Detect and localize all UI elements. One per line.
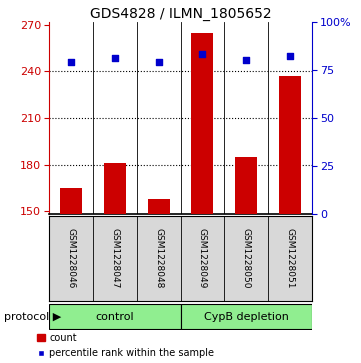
Bar — [191, 33, 213, 214]
Text: GSM1228047: GSM1228047 — [110, 228, 119, 289]
Point — [156, 59, 161, 65]
Text: GSM1228046: GSM1228046 — [66, 228, 75, 289]
Bar — [60, 188, 82, 214]
Point — [200, 52, 205, 57]
Text: protocol ▶: protocol ▶ — [4, 312, 61, 322]
Bar — [49, 305, 180, 329]
Title: GDS4828 / ILMN_1805652: GDS4828 / ILMN_1805652 — [90, 7, 271, 21]
Bar — [235, 157, 257, 214]
Text: GSM1228049: GSM1228049 — [198, 228, 207, 289]
Legend: count, percentile rank within the sample: count, percentile rank within the sample — [37, 333, 214, 358]
Text: CypB depletion: CypB depletion — [204, 312, 289, 322]
Text: control: control — [95, 312, 134, 322]
Point — [112, 56, 117, 61]
Text: GSM1228050: GSM1228050 — [242, 228, 251, 289]
Text: GSM1228051: GSM1228051 — [286, 228, 295, 289]
Bar — [104, 163, 126, 214]
Point — [243, 57, 249, 63]
Point — [287, 53, 293, 59]
Point — [68, 59, 74, 65]
Bar — [148, 199, 170, 214]
Bar — [180, 305, 312, 329]
Bar — [279, 76, 301, 214]
Text: GSM1228048: GSM1228048 — [154, 228, 163, 289]
